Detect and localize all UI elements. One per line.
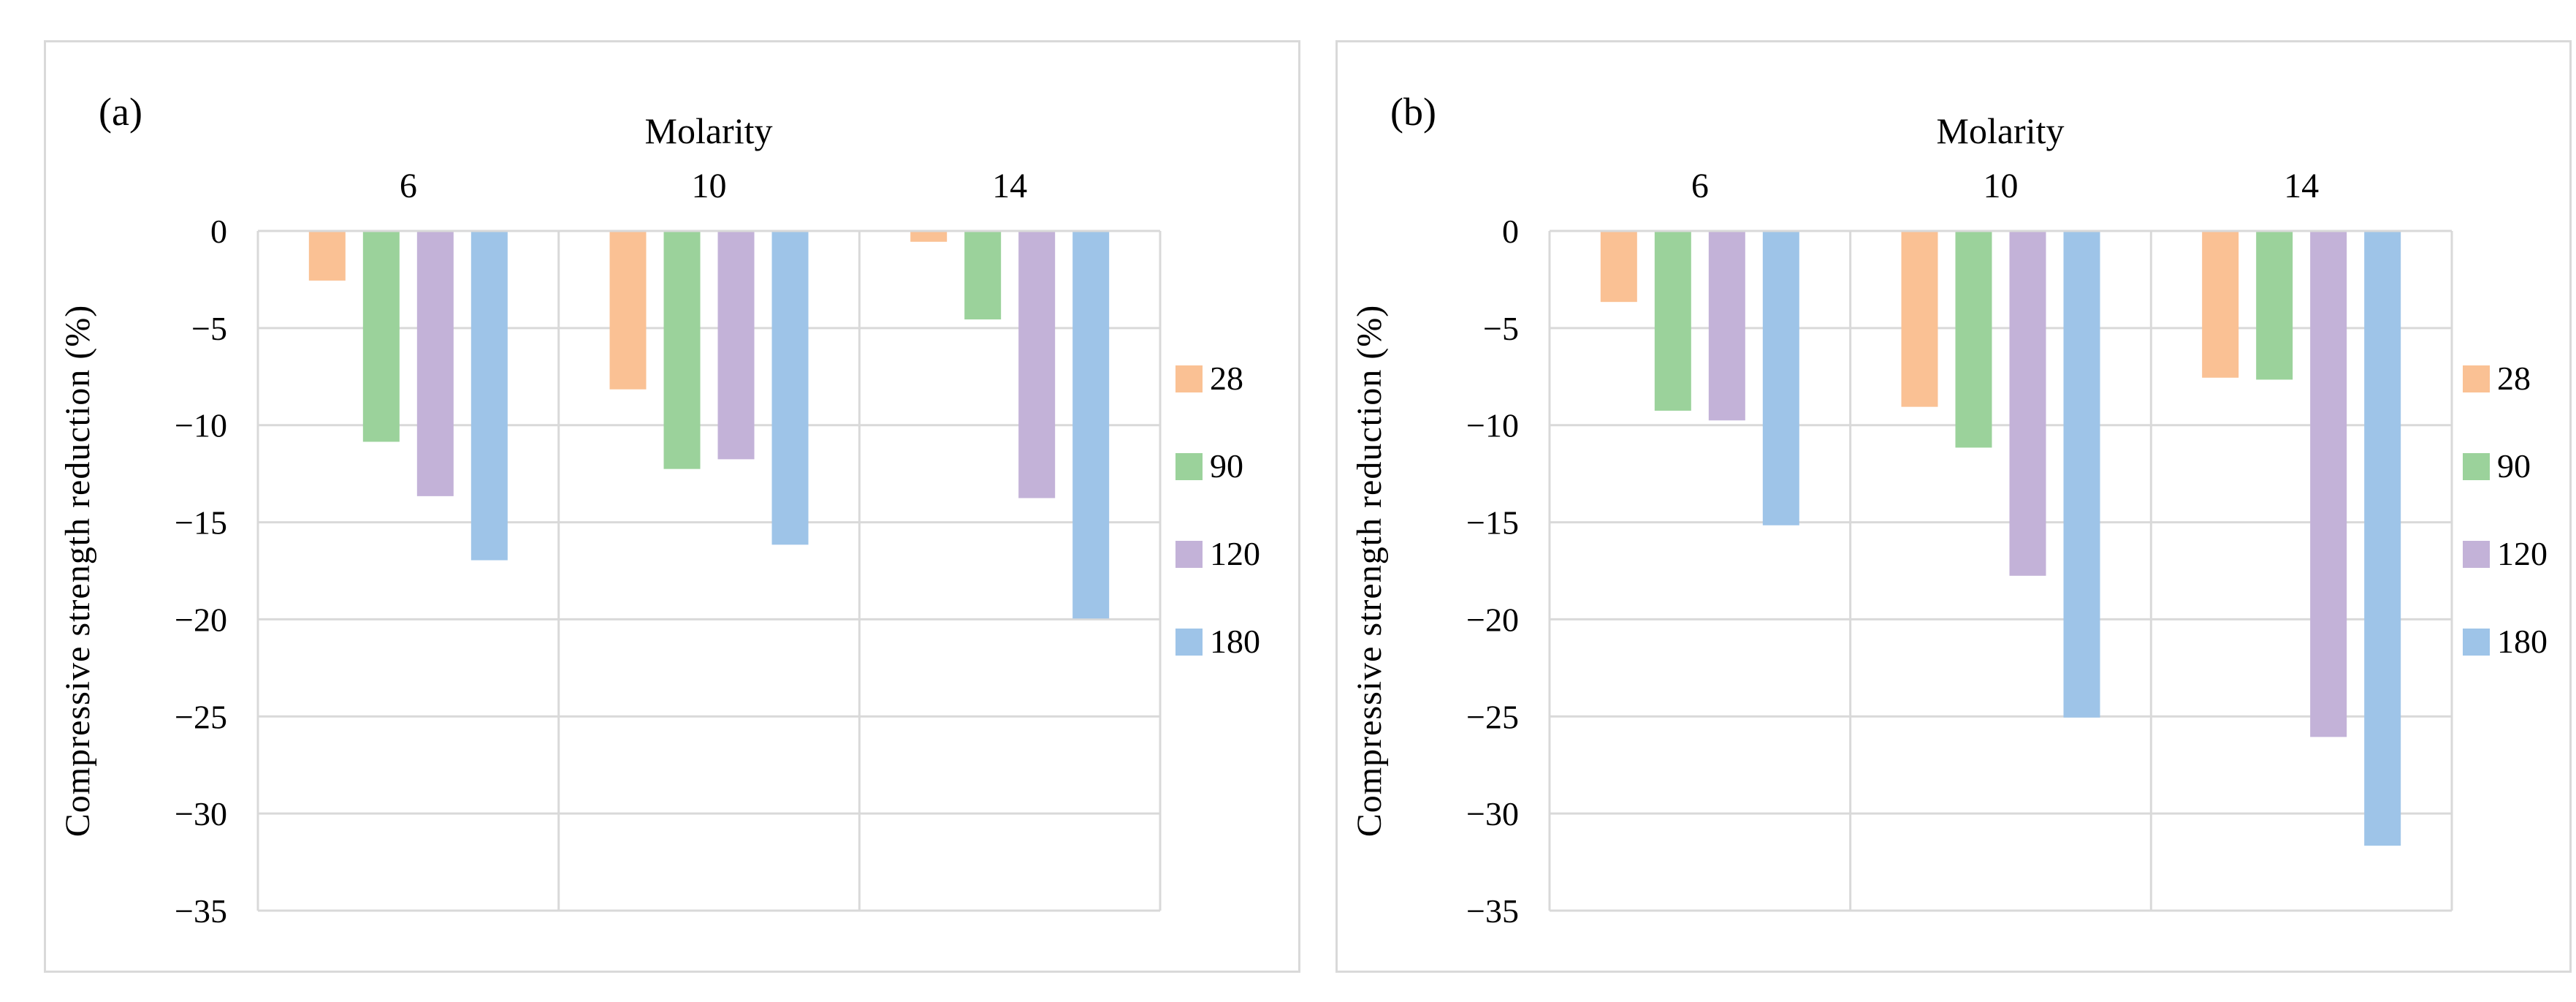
bar-b-10M-120d — [2009, 232, 2046, 576]
plot-area-b: 0 −5 −10 −15 −20 −25 −30 −35 6 10 14 — [1466, 167, 2453, 930]
legend-label-90: 90 — [2497, 447, 2531, 485]
bar-b-10M-28d — [1901, 232, 1938, 407]
legend-swatch-90 — [1175, 452, 1203, 480]
legend-label-28: 28 — [2497, 360, 2531, 397]
y-tick-label: 0 — [210, 213, 227, 250]
bar-a-14M-28d — [910, 232, 948, 242]
y-tick-label: −5 — [191, 310, 227, 347]
y-axis-title-b: Compressive strength reduction (%) — [1350, 304, 1389, 838]
panel-label-b: (b) — [1390, 90, 1436, 134]
bar-b-10M-180d — [2063, 232, 2100, 718]
legend-entry-28: 28 — [2463, 362, 2576, 395]
chart-panel-b: 0 −5 −10 −15 −20 −25 −30 −35 6 10 14 (b) Molarity … — [1335, 40, 2572, 973]
bar-b-6M-120d — [1708, 232, 1745, 421]
x-axis-title-b: Molarity — [1936, 110, 2065, 151]
category-label: 10 — [692, 167, 727, 205]
legend-swatch-28 — [1175, 365, 1203, 392]
legend-swatch-120 — [1175, 540, 1203, 568]
category-label: 6 — [1691, 167, 1709, 205]
bar-b-14M-120d — [2310, 232, 2347, 737]
bar-b-14M-180d — [2364, 232, 2401, 846]
bar-b-6M-90d — [1654, 232, 1691, 411]
y-tick-label: −25 — [1466, 698, 1519, 735]
legend-swatch-28 — [2463, 365, 2490, 392]
y-tick-label: −35 — [175, 892, 227, 930]
legend-label-180: 180 — [1210, 623, 1260, 660]
bar-b-14M-28d — [2202, 232, 2239, 378]
legend-swatch-180 — [1175, 628, 1203, 656]
bar-b-6M-28d — [1600, 232, 1637, 303]
legend-entry-28: 28 — [1175, 362, 1307, 395]
y-tick-label: −30 — [1466, 795, 1519, 832]
legend-label-120: 120 — [1210, 535, 1260, 572]
legend-entry-120: 120 — [2463, 537, 2576, 571]
bar-a-10M-180d — [771, 232, 809, 545]
category-label: 14 — [2284, 167, 2319, 205]
x-axis-title-a: Molarity — [644, 110, 773, 151]
y-tick-label: −10 — [175, 407, 227, 444]
legend-b: 28 90 120 180 — [2463, 362, 2576, 713]
bar-a-10M-90d — [663, 232, 701, 469]
chart-panel-a: 0 −5 −10 −15 −20 −25 −30 −35 6 10 14 (a) Molarity … — [44, 40, 1300, 973]
legend-swatch-90 — [2463, 452, 2490, 480]
legend-a: 28 90 120 180 — [1175, 362, 1307, 713]
y-tick-label: −35 — [1466, 892, 1519, 930]
y-tick-label: −10 — [1466, 407, 1519, 444]
legend-label-28: 28 — [1210, 360, 1243, 397]
plot-area-a: 0 −5 −10 −15 −20 −25 −30 −35 6 10 14 — [175, 167, 1162, 930]
category-label: 10 — [1984, 167, 2019, 205]
bar-a-10M-120d — [717, 232, 755, 460]
y-tick-label: −15 — [175, 504, 227, 542]
y-tick-label: −30 — [175, 795, 227, 832]
legend-entry-90: 90 — [1175, 449, 1307, 483]
bar-a-6M-120d — [416, 232, 454, 496]
legend-label-180: 180 — [2497, 623, 2548, 660]
legend-label-90: 90 — [1210, 447, 1243, 485]
bar-a-14M-120d — [1018, 232, 1056, 498]
bar-a-6M-28d — [308, 232, 346, 281]
legend-swatch-120 — [2463, 540, 2490, 568]
y-tick-label: −20 — [1466, 601, 1519, 638]
legend-swatch-180 — [2463, 628, 2490, 656]
category-label: 6 — [400, 167, 417, 205]
legend-entry-180: 180 — [1175, 625, 1307, 658]
y-tick-label: −5 — [1483, 310, 1519, 347]
legend-entry-90: 90 — [2463, 449, 2576, 483]
panel-label-a: (a) — [99, 90, 142, 134]
legend-entry-180: 180 — [2463, 625, 2576, 658]
bar-b-10M-90d — [1955, 232, 1992, 448]
bar-a-6M-180d — [470, 232, 508, 561]
y-tick-label: −20 — [175, 601, 227, 638]
bar-b-14M-90d — [2256, 232, 2293, 380]
y-tick-label: −15 — [1466, 504, 1519, 542]
y-axis-title-a: Compressive strength reduction (%) — [58, 304, 97, 838]
bar-a-14M-180d — [1072, 232, 1110, 619]
y-tick-label: −25 — [175, 698, 227, 735]
legend-label-120: 120 — [2497, 535, 2548, 572]
bar-a-6M-90d — [362, 232, 400, 442]
category-label: 14 — [992, 167, 1027, 205]
bar-a-10M-28d — [609, 232, 647, 390]
y-tick-label: 0 — [1502, 213, 1519, 250]
legend-entry-120: 120 — [1175, 537, 1307, 571]
bar-b-6M-180d — [1762, 232, 1799, 525]
bar-a-14M-90d — [964, 232, 1002, 320]
